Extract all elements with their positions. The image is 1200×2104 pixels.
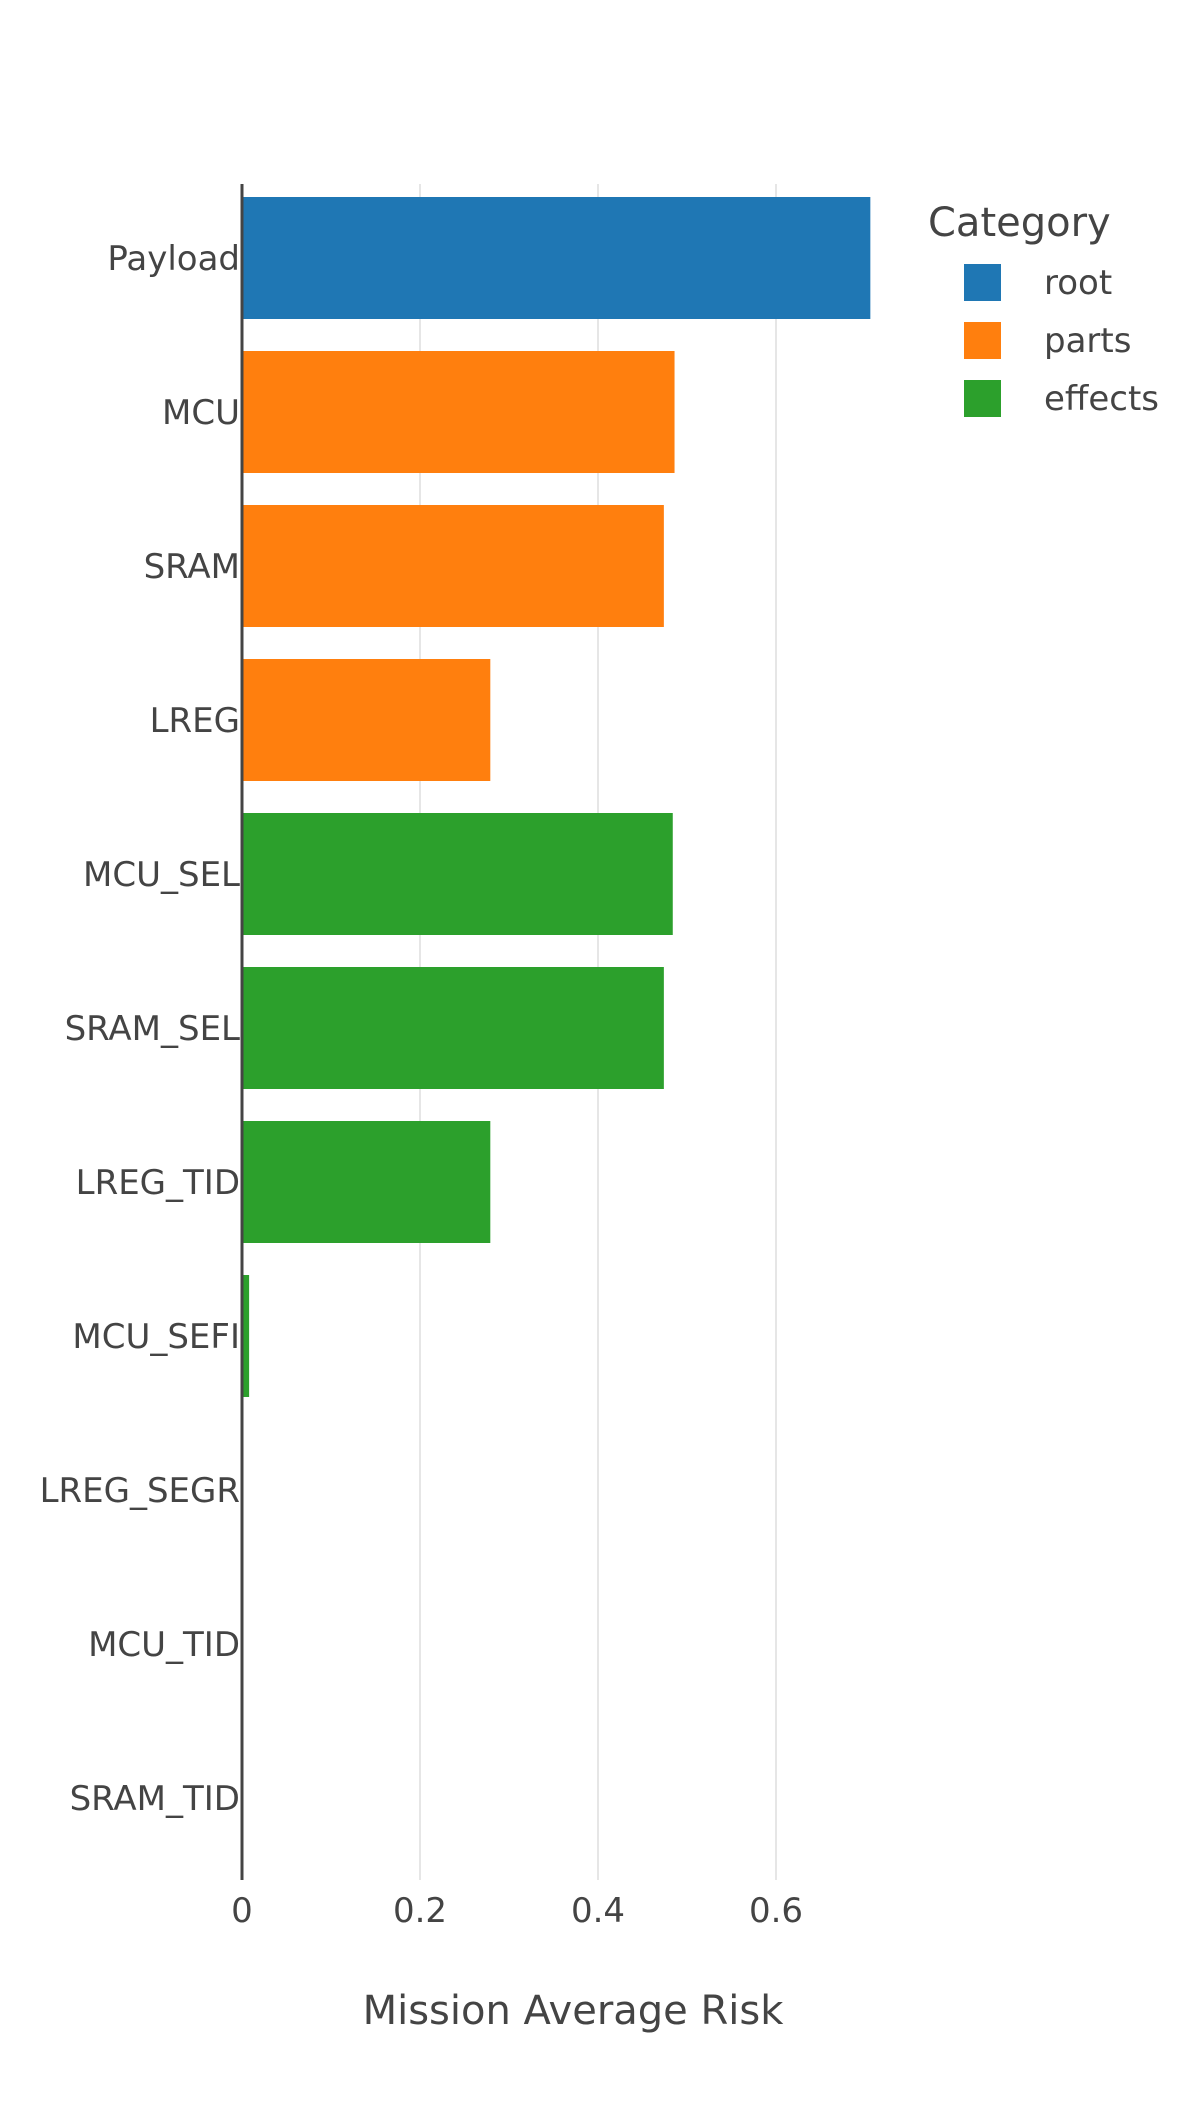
bar [242,813,673,935]
legend-swatch [964,380,1001,417]
bar [242,351,675,473]
x-tick-label: 0.6 [749,1891,803,1931]
y-tick-label: LREG_TID [76,1163,240,1203]
legend-label: parts [1044,321,1131,361]
y-tick-label: LREG_SEGR [40,1471,240,1511]
legend-title: Category [928,200,1111,246]
legend-swatch [964,322,1001,359]
bar [242,1121,490,1243]
y-tick-label: MCU [162,393,240,433]
y-tick-label: MCU_SEFI [72,1317,240,1357]
y-tick-label: SRAM [144,547,240,587]
x-tick-label: 0 [231,1891,253,1931]
legend-label: effects [1044,379,1159,419]
legend-swatch [964,264,1001,301]
y-tick-label: MCU_SEL [83,855,240,895]
legend: Category root parts effects [928,200,1159,419]
bar [242,967,664,1089]
y-tick-label: LREG [150,701,240,741]
y-tick-label: MCU_TID [88,1625,240,1665]
bar [242,197,870,319]
y-tick-label: SRAM_SEL [65,1009,240,1049]
x-tick-label: 0.4 [571,1891,625,1931]
bar [242,505,664,627]
y-tick-label: SRAM_TID [70,1779,240,1819]
y-tick-label: Payload [107,239,240,279]
legend-label: root [1044,263,1112,303]
x-tick-label: 0.2 [393,1891,447,1931]
bar [242,659,490,781]
x-axis-title: Mission Average Risk [363,1988,785,2034]
